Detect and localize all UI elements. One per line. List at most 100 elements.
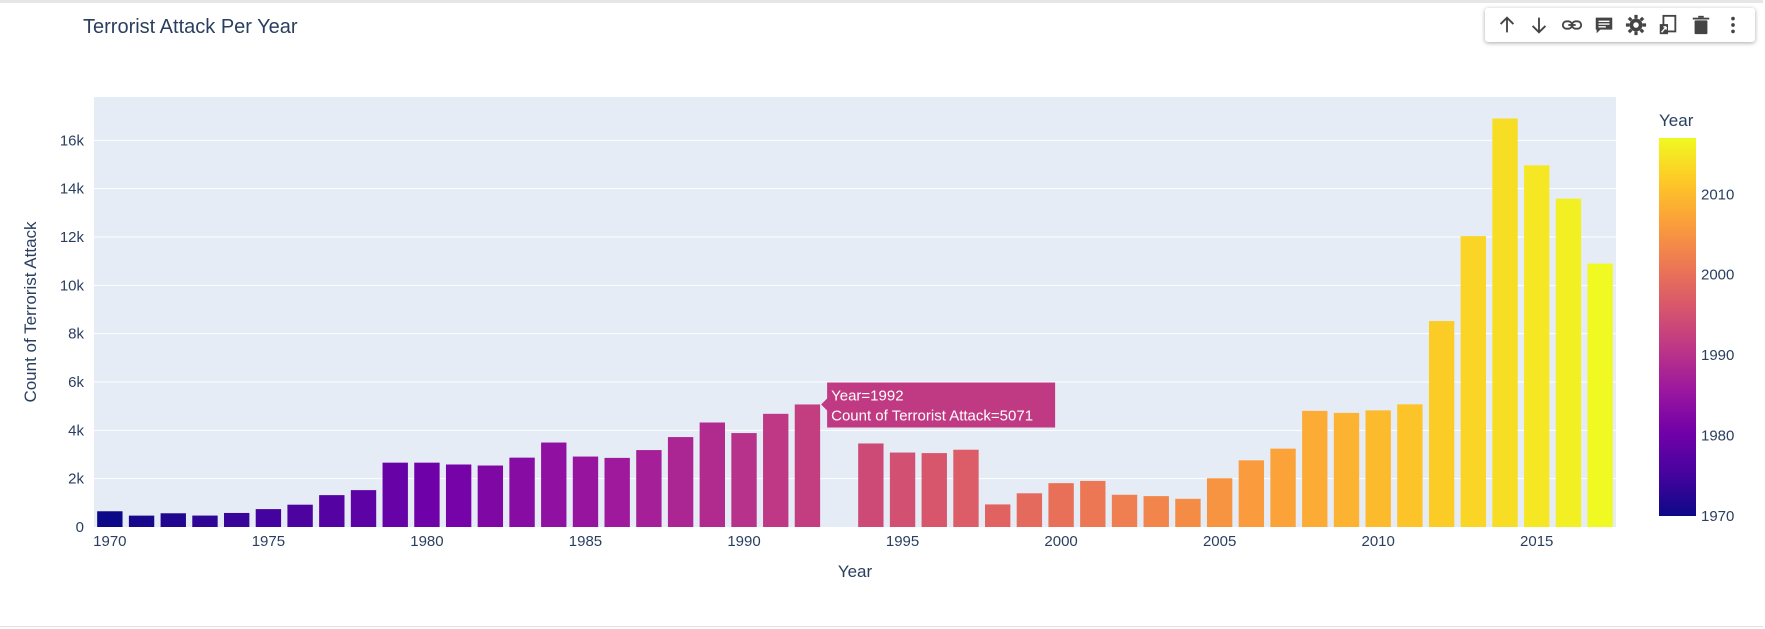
bar-1985[interactable] — [572, 456, 599, 527]
move-up-button[interactable] — [1494, 12, 1520, 38]
bar-2005[interactable] — [1206, 478, 1233, 527]
bar-1997[interactable] — [953, 449, 979, 527]
bar-1999[interactable] — [1016, 493, 1043, 527]
gear-icon — [1626, 14, 1647, 36]
more-options-button[interactable] — [1720, 12, 1746, 38]
y-tick-label: 8k — [68, 326, 84, 343]
bar-1977[interactable] — [319, 495, 345, 527]
bar-2001[interactable] — [1080, 480, 1106, 527]
colorbar — [1659, 138, 1696, 516]
bar-2004[interactable] — [1175, 498, 1201, 527]
trash-icon — [1692, 15, 1709, 35]
y-tick-label: 6k — [68, 374, 84, 391]
bar-2006[interactable] — [1238, 460, 1265, 527]
y-tick-label: 12k — [60, 229, 85, 246]
tooltip-line-count: Count of Terrorist Attack=5071 — [831, 407, 1033, 424]
bar-2014[interactable] — [1492, 118, 1518, 528]
x-tick-label: 2000 — [1044, 533, 1077, 550]
bar-1995[interactable] — [889, 452, 916, 527]
bar-1987[interactable] — [636, 450, 662, 527]
chart-title: Terrorist Attack Per Year — [83, 16, 298, 38]
bar-2013[interactable] — [1460, 236, 1486, 528]
bar-1986[interactable] — [604, 457, 630, 527]
tooltip-line-year: Year=1992 — [831, 387, 903, 404]
bar-2011[interactable] — [1397, 404, 1423, 527]
bar-1996[interactable] — [921, 453, 947, 527]
bar-2008[interactable] — [1302, 410, 1328, 527]
x-tick-label: 2015 — [1520, 533, 1553, 550]
y-tick-label: 14k — [60, 181, 85, 198]
bar-1989[interactable] — [699, 422, 725, 527]
arrow-down-icon — [1532, 17, 1547, 34]
more-vertical-icon — [1731, 16, 1735, 34]
bar-1983[interactable] — [509, 457, 535, 527]
bar-2007[interactable] — [1270, 448, 1296, 527]
bar-2010[interactable] — [1365, 410, 1391, 527]
bar-1970[interactable] — [97, 511, 123, 527]
x-tick-label: 1990 — [727, 533, 760, 550]
x-tick-label: 2010 — [1362, 533, 1395, 550]
delete-button[interactable] — [1688, 12, 1714, 38]
link-icon — [1561, 20, 1582, 30]
bar-1984[interactable] — [541, 442, 567, 527]
x-tick-label: 1980 — [410, 533, 443, 550]
x-tick-label: 1985 — [569, 533, 602, 550]
bar-2012[interactable] — [1428, 321, 1455, 527]
hover-tooltip: Year=1992 Count of Terrorist Attack=5071 — [821, 382, 1056, 428]
bar-2000[interactable] — [1048, 483, 1074, 527]
colorbar-tick-label: 1970 — [1701, 508, 1734, 525]
bar-1990[interactable] — [731, 433, 757, 527]
bar-2002[interactable] — [1111, 494, 1138, 527]
y-tick-label: 10k — [60, 277, 85, 294]
bar-1971[interactable] — [128, 515, 155, 527]
bar-1998[interactable] — [985, 504, 1011, 527]
colorbar-tick-label: 1990 — [1701, 347, 1734, 364]
link-button[interactable] — [1559, 12, 1585, 38]
plot-area[interactable] — [94, 97, 1616, 527]
bar-1979[interactable] — [382, 462, 408, 527]
x-tick-label: 1970 — [93, 533, 126, 550]
bar-1994[interactable] — [858, 443, 884, 527]
colorbar-tick-label: 2000 — [1701, 267, 1734, 284]
bar-1978[interactable] — [350, 490, 377, 527]
bar-1991[interactable] — [763, 413, 789, 527]
colorbar-title: Year — [1659, 111, 1694, 130]
chart-toolbar — [1485, 8, 1755, 42]
x-axis-ticks: 1970 1975 1980 1985 1990 1995 2000 2005 2010 2015 — [93, 533, 1553, 550]
comment-button[interactable] — [1591, 12, 1617, 38]
bar-1992[interactable] — [794, 404, 821, 527]
settings-button[interactable] — [1623, 12, 1649, 38]
bar-1982[interactable] — [477, 465, 504, 527]
gridlines — [94, 139, 1616, 480]
bar-2016[interactable] — [1555, 198, 1582, 528]
y-tick-label: 0 — [76, 519, 84, 536]
y-tick-label: 16k — [60, 132, 85, 149]
tooltip-box — [821, 382, 1056, 428]
export-button[interactable] — [1655, 12, 1681, 38]
bar-1972[interactable] — [160, 513, 186, 527]
export-icon — [1660, 14, 1677, 35]
arrow-up-icon — [1500, 16, 1515, 33]
bar-series — [97, 118, 1613, 528]
bar-1975[interactable] — [255, 509, 282, 527]
bar-1988[interactable] — [667, 437, 694, 527]
bar-1981[interactable] — [445, 464, 472, 527]
colorbar-tick-label: 2010 — [1701, 186, 1734, 203]
bar-2003[interactable] — [1143, 496, 1169, 527]
bar-2015[interactable] — [1524, 165, 1550, 527]
move-down-button[interactable] — [1526, 12, 1552, 38]
bar-1980[interactable] — [414, 462, 440, 527]
x-axis-title: Year — [838, 562, 873, 581]
bar-1976[interactable] — [287, 504, 313, 527]
y-axis-title: Count of Terrorist Attack — [21, 221, 40, 403]
bar-2017[interactable] — [1587, 263, 1613, 527]
bar-2009[interactable] — [1333, 412, 1360, 527]
y-tick-label: 2k — [68, 471, 84, 488]
x-tick-label: 1975 — [252, 533, 285, 550]
colorbar-tick-label: 1980 — [1701, 428, 1734, 445]
bar-1974[interactable] — [224, 512, 250, 527]
bar-1973[interactable] — [192, 515, 218, 527]
colorbar-ticks: 1970 1980 1990 2000 2010 — [1701, 186, 1734, 525]
